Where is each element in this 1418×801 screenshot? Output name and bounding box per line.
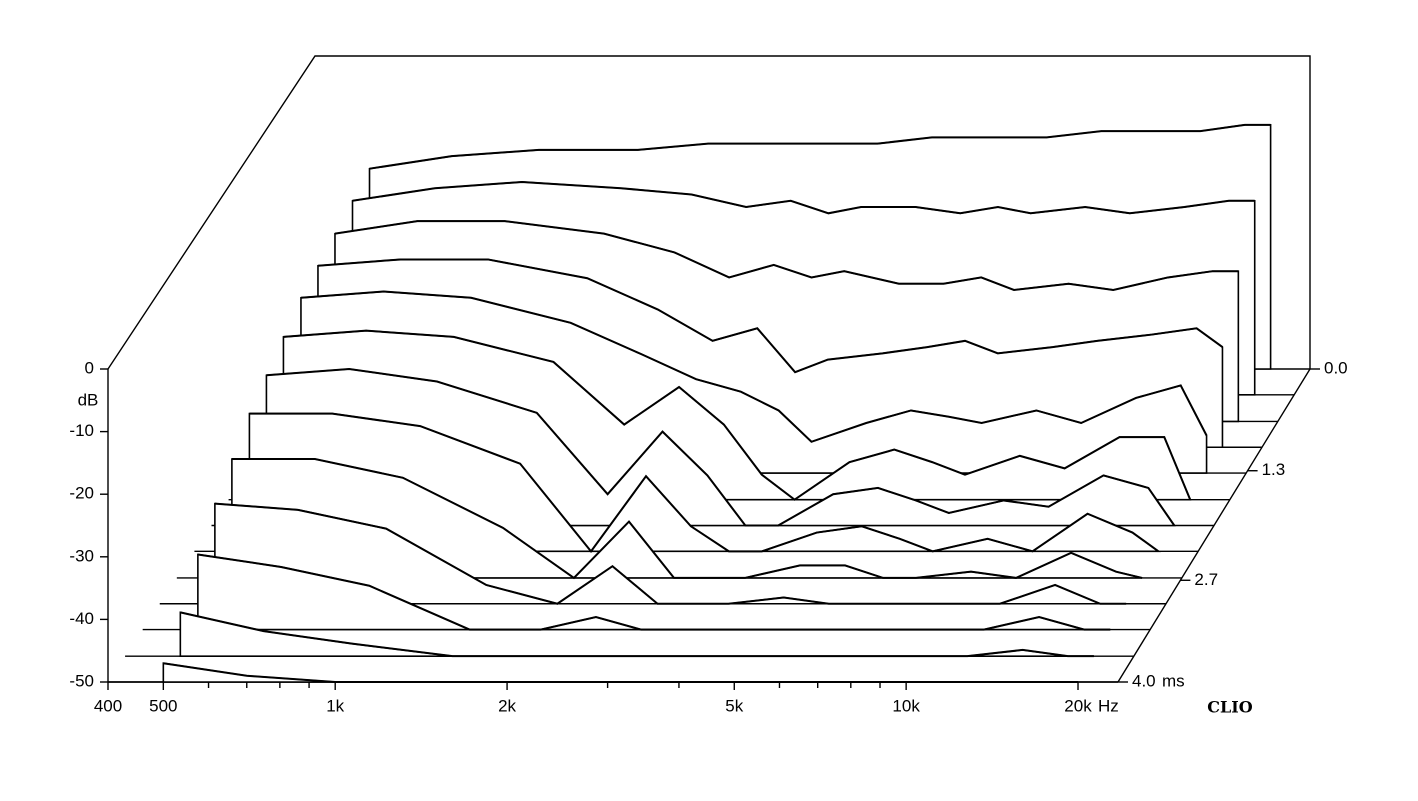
z-tick-label: 0.0	[1324, 358, 1348, 377]
slice-line	[317, 258, 1224, 374]
slice-line	[231, 457, 1143, 580]
y-tick-label: -20	[69, 484, 94, 503]
x-tick-label: 500	[149, 696, 177, 715]
slice-line	[197, 553, 1111, 631]
brand: CLIO	[1207, 698, 1252, 717]
y-axis-label: dB	[78, 390, 99, 409]
slice-line	[369, 123, 1271, 170]
x-tick-label: 400	[94, 696, 122, 715]
x-tick-label: 10k	[892, 696, 920, 715]
y-tick-label: -30	[69, 546, 94, 565]
frame	[107, 55, 1311, 370]
slice-line	[334, 220, 1239, 291]
x-tick-label: 5k	[725, 696, 743, 715]
slice-line	[300, 290, 1208, 443]
z-tick-label: 4.0	[1132, 671, 1156, 690]
slice-line	[283, 329, 1192, 501]
y-tick-label: -40	[69, 609, 94, 628]
z-tick-label: 1.3	[1262, 460, 1286, 479]
z-tick-label: 2.7	[1194, 570, 1218, 589]
x-tick-label: 1k	[326, 696, 344, 715]
x-unit: Hz	[1098, 696, 1119, 715]
z-unit: ms	[1162, 671, 1185, 690]
x-tick-label: 2k	[498, 696, 516, 715]
slice-line	[352, 180, 1255, 215]
slice-line	[249, 412, 1160, 553]
x-tick-label: 20k	[1064, 696, 1092, 715]
y-tick-label: -50	[69, 671, 94, 690]
slice-line	[163, 662, 1079, 683]
slice-line	[214, 502, 1127, 605]
slice-line	[180, 611, 1094, 658]
y-tick-label: -10	[69, 421, 94, 440]
y-tick-label: 0	[85, 358, 94, 377]
slice-line	[266, 367, 1176, 527]
